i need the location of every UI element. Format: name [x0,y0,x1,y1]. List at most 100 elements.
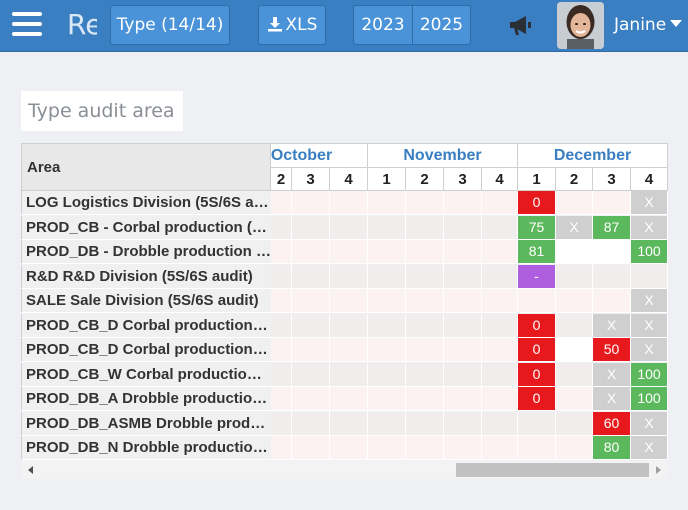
audit-cell[interactable] [444,436,482,460]
audit-cell[interactable] [444,191,482,215]
scrollbar-thumb[interactable] [456,463,649,477]
audit-cell[interactable]: X [631,289,668,313]
audit-cell[interactable] [444,240,482,264]
audit-cell[interactable] [482,264,518,289]
export-xls-button[interactable]: XLS [258,5,326,45]
audit-cell[interactable] [406,264,444,289]
megaphone-icon[interactable] [508,14,534,41]
audit-cell[interactable] [271,313,292,338]
audit-cell[interactable]: 100 [631,387,668,411]
audit-cell[interactable] [406,215,444,240]
year-to-button[interactable]: 2025 [412,5,471,45]
audit-cell[interactable] [368,338,406,362]
audit-cell[interactable]: 0 [518,338,556,362]
scroll-left-icon[interactable] [28,466,33,474]
area-row-label[interactable]: PROD_DB - Drobble production (5S/6S audi… [21,240,271,264]
audit-cell[interactable]: 87 [593,215,631,240]
audit-cell[interactable] [482,362,518,387]
audit-cell[interactable] [292,313,330,338]
audit-cell[interactable] [444,411,482,436]
area-row-label[interactable]: PROD_DB_ASMB Drobble production ASMB (5S… [21,411,271,436]
audit-cell[interactable] [482,191,518,215]
audit-cell[interactable]: 60 [593,411,631,436]
audit-cell[interactable] [330,215,368,240]
audit-cell[interactable]: X [631,215,668,240]
audit-cell[interactable]: 50 [593,338,631,362]
audit-cell[interactable] [556,387,593,411]
audit-cell[interactable] [593,264,631,289]
audit-cell[interactable] [368,215,406,240]
audit-cell[interactable] [292,240,330,264]
audit-cell[interactable] [518,289,556,313]
audit-cell[interactable] [330,313,368,338]
audit-cell[interactable] [444,264,482,289]
audit-cell[interactable] [330,289,368,313]
audit-cell[interactable] [482,387,518,411]
audit-cell[interactable] [406,387,444,411]
audit-cell[interactable] [368,436,406,460]
area-row-label[interactable]: PROD_CB_W Corbal production W (5S/6S aud… [21,362,271,387]
area-row-label[interactable]: PROD_DB_A Drobble production A (5S/6S au… [21,387,271,411]
user-menu[interactable]: Janine [614,6,683,44]
audit-cell[interactable] [368,264,406,289]
horizontal-scrollbar[interactable] [21,461,668,479]
audit-cell[interactable] [556,436,593,460]
audit-cell[interactable]: X [631,411,668,436]
audit-cell[interactable] [292,362,330,387]
area-row-label[interactable]: PROD_CB_D Corbal production D2 (5S/6S au… [21,338,271,362]
audit-cell[interactable]: 75 [518,215,556,240]
audit-cell[interactable] [368,387,406,411]
audit-cell[interactable]: X [631,338,668,362]
audit-cell[interactable] [518,436,556,460]
area-row-label[interactable]: PROD_CB - Corbal production (5S/6S audit… [21,215,271,240]
audit-cell[interactable]: 0 [518,191,556,215]
audit-cell[interactable]: 100 [631,362,668,387]
audit-cell[interactable] [330,240,368,264]
audit-cell[interactable]: 100 [631,240,668,264]
scroll-right-icon[interactable] [656,466,661,474]
audit-cell[interactable] [406,289,444,313]
audit-cell[interactable] [292,264,330,289]
audit-cell[interactable] [444,215,482,240]
area-row-label[interactable]: PROD_CB_D Corbal production D (5S/6S aud… [21,313,271,338]
audit-cell[interactable] [292,191,330,215]
audit-cell[interactable] [368,191,406,215]
audit-cell[interactable]: 0 [518,362,556,387]
audit-cell[interactable] [406,240,444,264]
audit-cell[interactable] [330,387,368,411]
search-input[interactable] [21,91,183,131]
audit-cell[interactable] [444,362,482,387]
audit-cell[interactable] [556,289,593,313]
audit-cell[interactable] [330,264,368,289]
audit-cell[interactable] [556,362,593,387]
audit-cell[interactable] [444,289,482,313]
audit-cell[interactable] [292,215,330,240]
audit-cell[interactable] [631,264,668,289]
audit-cell[interactable] [271,436,292,460]
audit-cell[interactable] [330,411,368,436]
audit-cell[interactable] [271,191,292,215]
audit-cell[interactable]: 80 [593,436,631,460]
audit-cell[interactable] [593,240,631,264]
audit-cell[interactable] [271,240,292,264]
audit-cell[interactable] [593,289,631,313]
audit-cell[interactable] [271,264,292,289]
audit-cell[interactable] [292,411,330,436]
audit-cell[interactable] [271,362,292,387]
audit-cell[interactable] [368,289,406,313]
menu-icon[interactable] [12,12,42,38]
audit-cell[interactable] [556,191,593,215]
audit-cell[interactable] [406,411,444,436]
audit-cell[interactable] [271,215,292,240]
audit-cell[interactable] [444,338,482,362]
audit-cell[interactable] [368,240,406,264]
audit-cell[interactable] [292,387,330,411]
audit-cell[interactable] [482,289,518,313]
audit-cell[interactable] [593,191,631,215]
audit-cell[interactable] [556,264,593,289]
audit-cell[interactable]: 0 [518,387,556,411]
audit-cell[interactable] [368,313,406,338]
audit-cell[interactable] [406,313,444,338]
audit-cell[interactable]: X [593,387,631,411]
audit-cell[interactable] [444,313,482,338]
